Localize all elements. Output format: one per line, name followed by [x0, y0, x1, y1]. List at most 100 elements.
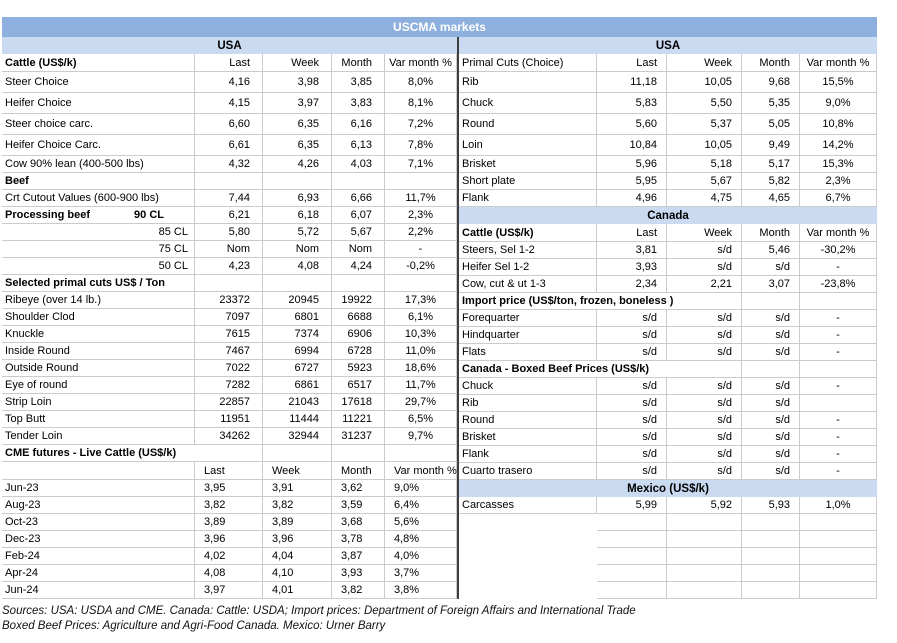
row-label: Knuckle	[2, 326, 195, 343]
table-row: Apr-24 4,08 4,10 3,93 3,7%	[2, 565, 457, 582]
value-cell: 6727	[263, 360, 332, 377]
table-row: Brisket 5,96 5,18 5,17 15,3%	[459, 156, 877, 173]
row-label: 50 CL	[2, 258, 195, 275]
value-cell: 3,89	[263, 514, 332, 531]
table-row: Heifer Choice 4,15 3,97 3,83 8,1%	[2, 93, 457, 114]
value-cell: 4,26	[263, 156, 332, 173]
value-cell: 4,10	[263, 565, 332, 582]
value-cell: 6,66	[332, 190, 385, 207]
value-cell: 3,96	[195, 531, 263, 548]
row-label: Beef	[2, 173, 195, 190]
var-month-cell: 11,7%	[385, 377, 457, 394]
table-row: Flats s/d s/d s/d -	[459, 344, 877, 361]
value-cell: 3,93	[597, 259, 667, 276]
value-cell: 7282	[195, 377, 263, 394]
value-cell: 4,23	[195, 258, 263, 275]
table-row: Steer choice carc. 6,60 6,35 6,16 7,2%	[2, 114, 457, 135]
column-header-row: Last Week Month Var month %	[2, 462, 457, 480]
row-label: Selected primal cuts US$ / Ton	[2, 275, 195, 292]
value-cell: 5,50	[667, 93, 742, 114]
var-month-cell: 10,8%	[800, 114, 877, 135]
var-month-cell	[385, 173, 457, 190]
row-label: Import price (US$/ton, frozen, boneless …	[459, 293, 742, 310]
row-label: Forequarter	[459, 310, 597, 327]
row-label: 85 CL	[2, 224, 195, 241]
row-label: Feb-24	[2, 548, 195, 565]
value-cell: 19922	[332, 292, 385, 309]
column-header-cell: Last	[597, 224, 667, 242]
table-row: Hindquarter s/d s/d s/d -	[459, 327, 877, 344]
value-cell	[667, 565, 742, 582]
value-cell: 4,03	[332, 156, 385, 173]
value-cell: 21043	[263, 394, 332, 411]
value-cell	[667, 514, 742, 531]
value-cell: 4,96	[597, 190, 667, 207]
column-header-cell: Week	[263, 54, 332, 72]
value-cell: 4,02	[195, 548, 263, 565]
var-month-cell: 4,0%	[385, 548, 457, 565]
value-cell: 3,85	[332, 72, 385, 93]
table-row: Jun-24 3,97 4,01 3,82 3,8%	[2, 582, 457, 599]
table-row: Chuck 5,83 5,50 5,35 9,0%	[459, 93, 877, 114]
value-cell: s/d	[667, 412, 742, 429]
value-cell: 4,08	[263, 258, 332, 275]
value-cell	[597, 582, 667, 599]
var-month-cell	[800, 582, 877, 599]
var-month-cell: 2,2%	[385, 224, 457, 241]
value-cell	[263, 445, 332, 462]
value-cell	[667, 548, 742, 565]
value-cell: s/d	[597, 327, 667, 344]
row-label: Cuarto trasero	[459, 463, 597, 480]
table-row: Top Butt 11951 11444 11221 6,5%	[2, 411, 457, 428]
table-row: Short plate 5,95 5,67 5,82 2,3%	[459, 173, 877, 190]
value-cell: 4,65	[742, 190, 800, 207]
row-label: Cow 90% lean (400-500 lbs)	[2, 156, 195, 173]
var-month-cell: 3,7%	[385, 565, 457, 582]
table-row: Steers, Sel 1-2 3,81 s/d 5,46 -30,2%	[459, 242, 877, 259]
var-month-cell	[800, 395, 877, 412]
table-row: Cuarto trasero s/d s/d s/d -	[459, 463, 877, 480]
table-row: Jun-23 3,95 3,91 3,62 9,0%	[2, 480, 457, 497]
value-cell: s/d	[667, 327, 742, 344]
column-header-cell: Week	[263, 462, 332, 480]
report-title-bar: USCMA markets	[2, 17, 877, 37]
var-month-cell: 9,0%	[800, 93, 877, 114]
value-cell: 4,75	[667, 190, 742, 207]
value-cell: 5,05	[742, 114, 800, 135]
table-row: Cow, cut & ut 1-3 2,34 2,21 3,07 -23,8%	[459, 276, 877, 293]
value-cell: 6688	[332, 309, 385, 326]
row-label: Apr-24	[2, 565, 195, 582]
value-cell: s/d	[742, 378, 800, 395]
var-month-cell: 18,6%	[385, 360, 457, 377]
table-row: Selected primal cuts US$ / Ton	[2, 275, 457, 292]
value-cell: 6801	[263, 309, 332, 326]
value-cell: 11951	[195, 411, 263, 428]
value-cell: s/d	[667, 259, 742, 276]
section-band: Canada	[459, 207, 877, 224]
value-cell: s/d	[667, 310, 742, 327]
value-cell: s/d	[742, 429, 800, 446]
table-row: Beef	[2, 173, 457, 190]
var-month-cell: -23,8%	[800, 276, 877, 293]
row-label: Eye of round	[2, 377, 195, 394]
row-label: Steer Choice	[2, 72, 195, 93]
table-row: Aug-23 3,82 3,82 3,59 6,4%	[2, 497, 457, 514]
value-cell: s/d	[742, 310, 800, 327]
var-month-cell	[385, 445, 457, 462]
value-cell: 23372	[195, 292, 263, 309]
row-label: Dec-23	[2, 531, 195, 548]
value-cell	[195, 275, 263, 292]
value-cell: s/d	[597, 412, 667, 429]
value-cell	[667, 582, 742, 599]
var-month-cell: 6,7%	[800, 190, 877, 207]
column-header-cell: Var month %	[800, 54, 877, 72]
table-row: Rib 11,18 10,05 9,68 15,5%	[459, 72, 877, 93]
column-header-cell: Week	[667, 224, 742, 242]
value-cell: s/d	[597, 429, 667, 446]
column-header-cell: Var month %	[385, 54, 457, 72]
value-cell: 3,82	[263, 497, 332, 514]
var-month-cell: -	[800, 412, 877, 429]
table-row: Eye of round 7282 6861 6517 11,7%	[2, 377, 457, 394]
value-cell: 20945	[263, 292, 332, 309]
value-cell: s/d	[597, 378, 667, 395]
